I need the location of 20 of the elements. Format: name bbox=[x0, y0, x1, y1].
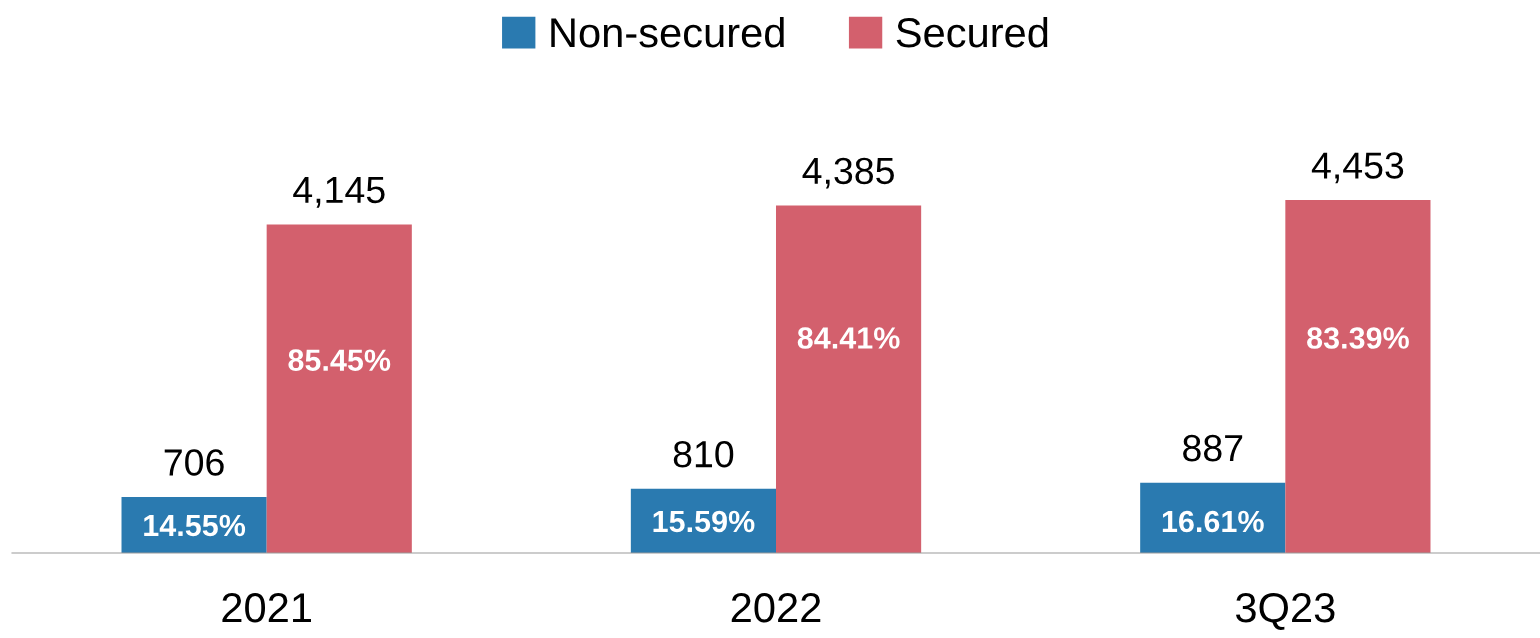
x-tick-label: 2022 bbox=[731, 592, 821, 623]
annotation: 85.45% bbox=[288, 349, 391, 371]
data-label: 887 bbox=[1183, 434, 1243, 462]
data-label: 706 bbox=[164, 449, 224, 476]
x-tick-label: 3Q23 bbox=[1235, 592, 1335, 630]
legend-label: Non-secured bbox=[551, 16, 784, 48]
legend-label: Secured bbox=[896, 16, 1048, 48]
annotation: 15.59% bbox=[653, 510, 755, 533]
annotation: 16.61% bbox=[1162, 510, 1264, 533]
x-tick-label: 2021 bbox=[222, 592, 311, 623]
bar bbox=[776, 205, 922, 553]
data-label: 810 bbox=[673, 440, 734, 468]
annotation: 14.55% bbox=[144, 514, 246, 537]
data-label: 4,145 bbox=[293, 177, 385, 208]
bar bbox=[1285, 200, 1431, 553]
annotation: 83.39% bbox=[1307, 327, 1409, 349]
annotation: 84.41% bbox=[797, 327, 900, 349]
data-label: 4,453 bbox=[1311, 152, 1404, 184]
data-label: 4,385 bbox=[802, 157, 894, 189]
bar bbox=[266, 224, 412, 553]
